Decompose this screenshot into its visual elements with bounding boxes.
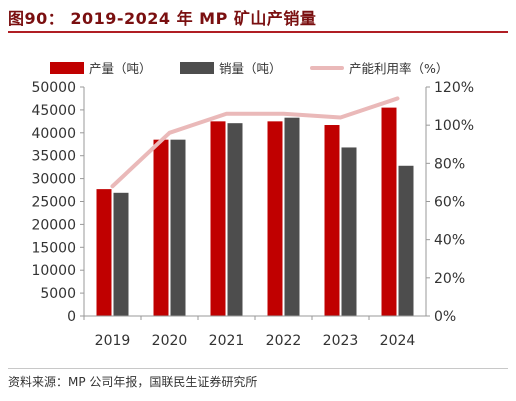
bar-sales <box>284 117 300 316</box>
y-right-tick-label: 120% <box>434 80 474 96</box>
source-divider <box>8 368 508 369</box>
legend-label-production: 产量（吨） <box>89 61 152 76</box>
bar-sales <box>113 192 129 316</box>
y-right-tick-label: 80% <box>434 156 465 172</box>
y-right-tick-label: 0% <box>434 309 456 325</box>
bar-sales <box>341 147 357 316</box>
source-note: 资料来源：MP 公司年报，国联民生证券研究所 <box>8 375 258 389</box>
utilization-line <box>110 96 400 189</box>
bar-sales <box>398 165 414 316</box>
y-right-tick-label: 60% <box>434 195 465 211</box>
y-left-tick-label: 40000 <box>31 126 76 142</box>
y-left-tick-label: 50000 <box>31 80 76 96</box>
y-right-tick-label: 40% <box>434 233 465 249</box>
legend-item-sales: 销量（吨） <box>180 58 282 77</box>
bar-sales <box>170 139 186 316</box>
legend-swatch-sales <box>180 61 214 74</box>
x-tick-label: 2019 <box>95 333 131 349</box>
x-tick-label: 2022 <box>266 333 302 349</box>
y-left-tick-label: 30000 <box>31 172 76 188</box>
y-left-tick-label: 25000 <box>31 195 76 211</box>
y-left-tick-label: 20000 <box>31 217 76 233</box>
x-tick-label: 2021 <box>209 333 245 349</box>
legend-label-sales: 销量（吨） <box>219 61 282 76</box>
legend-swatch-utilization <box>310 65 344 70</box>
y-left-tick-label: 45000 <box>31 103 76 119</box>
legend-label-utilization: 产能利用率（%） <box>349 61 449 76</box>
y-right-tick-label: 20% <box>434 271 465 287</box>
bar-production <box>96 189 112 316</box>
chart-legend: 产量（吨） 销量（吨） 产能利用率（%） <box>0 58 516 78</box>
bar-production <box>324 125 340 316</box>
legend-swatch-production <box>50 61 84 74</box>
legend-item-utilization: 产能利用率（%） <box>310 58 448 77</box>
legend-item-production: 产量（吨） <box>50 58 152 77</box>
x-tick-label: 2023 <box>323 333 359 349</box>
bar-production <box>153 139 169 316</box>
bar-production <box>210 121 226 316</box>
y-left-tick-label: 15000 <box>31 240 76 256</box>
bar-production <box>267 121 283 316</box>
x-tick-label: 2020 <box>152 333 188 349</box>
y-left-tick-label: 5000 <box>40 286 76 302</box>
y-right-tick-label: 100% <box>434 118 474 134</box>
chart-title: 图90： 2019-2024 年 MP 矿山产销量 <box>8 9 317 28</box>
x-tick-label: 2024 <box>380 333 416 349</box>
title-underline <box>8 31 508 33</box>
y-left-tick-label: 35000 <box>31 149 76 165</box>
bar-sales <box>227 123 243 316</box>
y-left-tick-label: 10000 <box>31 263 76 279</box>
bar-production <box>381 107 397 316</box>
y-left-tick-label: 0 <box>67 309 76 325</box>
